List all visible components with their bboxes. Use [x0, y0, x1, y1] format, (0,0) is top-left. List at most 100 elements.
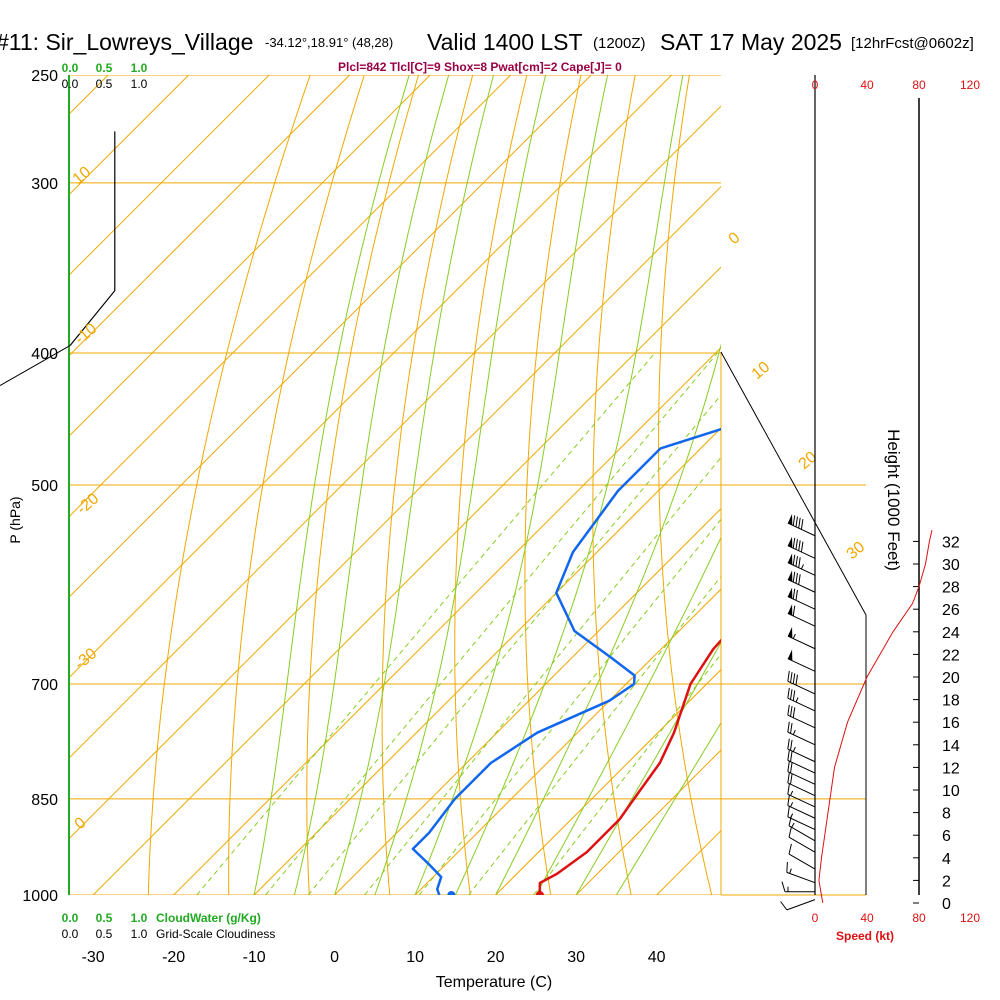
- cloud-water-tick-top: 1.0: [131, 61, 148, 75]
- cloudiness-tick-bottom: 0.5: [96, 927, 113, 941]
- height-tick-label: 4: [942, 851, 951, 868]
- height-tick-label: 30: [942, 557, 960, 574]
- cloudiness-profile: 0.0 0.0 0.5 0.5 1.0 1.0 0.0 0.0 0.5 0.5 1.0 1.0: [0, 61, 148, 941]
- isotherm--60: [69, 75, 673, 679]
- dewpoint-profile: [411, 427, 721, 895]
- height-tick-label: 8: [942, 806, 951, 823]
- wind-barb: [787, 772, 816, 797]
- cloud-water-tick-top: 0.0: [62, 61, 79, 75]
- speed-axis-label: Speed (kt): [836, 929, 894, 943]
- mixing-ratio-line: [307, 394, 721, 895]
- mixing-ratio-line: [265, 352, 718, 895]
- isotherm-20: [495, 668, 721, 895]
- wind-barb: [787, 514, 816, 537]
- wind-barb: [786, 861, 816, 884]
- utc-time: (1200Z): [593, 35, 646, 52]
- speed-tick-bottom: 80: [912, 911, 926, 925]
- moist-adiabat: [495, 343, 721, 895]
- moist-adiabat: [253, 75, 410, 895]
- cloud-water-tick-bottom: 0.0: [62, 911, 79, 925]
- cloudiness-tick-bottom: 1.0: [131, 927, 148, 941]
- temperature-tick-label: 30: [567, 949, 585, 966]
- station-coords: -34.12°,18.91° (48,28): [265, 35, 393, 50]
- panel-diagonal: [720, 351, 867, 616]
- cloudiness-tail: [0, 345, 71, 387]
- moist-adiabat: [334, 75, 494, 895]
- pressure-tick-label: 850: [31, 792, 58, 809]
- isotherm--50: [69, 105, 721, 759]
- cloudiness-axis-label: Grid-Scale Cloudiness: [156, 927, 275, 941]
- valid-time: Valid 1400 LST: [427, 29, 583, 55]
- cloud-water-tick-bottom: 0.5: [96, 911, 113, 925]
- temperature-tick-label: 20: [487, 949, 505, 966]
- cloudiness-tick-bottom: 0.0: [62, 927, 79, 941]
- mixing-ratio-line: [364, 456, 721, 895]
- dry-adiabat-label: 10: [749, 359, 774, 384]
- speed-tick-bottom: 120: [960, 911, 980, 925]
- mixing-ratio-label: 20: [533, 901, 547, 916]
- mixing-ratio-line: [468, 575, 721, 895]
- temperature-tick-label: 0: [330, 949, 339, 966]
- isotherm--140: [0, 75, 28, 895]
- wind-barb: [787, 795, 816, 819]
- moist-adiabat: [535, 536, 721, 895]
- y-axis-label: P (hPa): [7, 496, 23, 543]
- wind-barb: [787, 806, 816, 831]
- height-tick-label: 0: [942, 896, 951, 913]
- dry-adiabat-label: -30: [72, 645, 101, 673]
- dry-adiabat-label: 30: [844, 539, 869, 564]
- isotherm-10: [414, 588, 721, 895]
- height-tick-label: 22: [942, 647, 960, 664]
- temperature-tick-label: -30: [82, 949, 105, 966]
- height-tick-label: 18: [942, 693, 960, 710]
- wind-barb: [787, 604, 816, 627]
- wind-barb: [788, 843, 816, 870]
- height-tick-label: 2: [942, 873, 951, 890]
- mixing-ratio-line: [418, 518, 721, 895]
- cloudiness-tick-top: 1.0: [131, 77, 148, 91]
- isotherm--70: [69, 75, 592, 598]
- dry-adiabat: [147, 75, 311, 895]
- temperature-tick-label: 40: [648, 949, 666, 966]
- thermo-grid: 1 2 3 5 8 12 20: [0, 51, 882, 924]
- cloudiness-line: [69, 131, 116, 346]
- isotherm--40: [69, 185, 721, 840]
- dry-adiabat-label: -20: [74, 490, 103, 518]
- height-axis-label: Height (1000 Feet): [884, 429, 903, 571]
- isotherm--110: [69, 75, 270, 276]
- isotherm--90: [69, 75, 431, 437]
- pressure-tick-label: 700: [31, 677, 58, 694]
- dry-adiabat-label: -10: [72, 320, 101, 348]
- moist-adiabat: [374, 75, 547, 895]
- pressure-tick-label: 250: [31, 68, 58, 85]
- isotherm--30: [92, 266, 721, 895]
- dry-adiabat: [592, 75, 636, 895]
- forecast-date: SAT 17 May 2025: [660, 29, 842, 55]
- forecast-info: [12hrFcst@0602z]: [851, 35, 974, 52]
- height-tick-label: 14: [942, 738, 960, 755]
- isotherm--100: [69, 75, 351, 357]
- dry-adiabat-label: 20: [796, 449, 821, 474]
- dry-adiabat: [228, 75, 365, 895]
- dry-adiabat-label: 0: [72, 814, 90, 833]
- dry-adiabat: [658, 75, 713, 895]
- station-title: #11: Sir_Lowreys_Village: [0, 29, 253, 55]
- wind-barb: [781, 881, 815, 893]
- wind-barb: [787, 536, 816, 559]
- dry-adiabat: [784, 51, 882, 924]
- sounding-profiles: [411, 427, 721, 895]
- wind-barb: [787, 570, 816, 593]
- height-tick-label: 12: [942, 760, 960, 777]
- temperature-profile: [538, 638, 721, 895]
- wind-barb: [787, 783, 816, 808]
- isotherm--80: [69, 75, 512, 518]
- isotherm--20: [173, 346, 721, 895]
- height-tick-label: 20: [942, 670, 960, 687]
- height-tick-label: 26: [942, 602, 960, 619]
- dry-adiabat: [306, 75, 420, 895]
- surface-dewpoint-dot: [447, 891, 456, 895]
- wind-barb: [787, 704, 816, 729]
- wind-barb: [787, 738, 816, 763]
- height-tick-label: 10: [942, 783, 960, 800]
